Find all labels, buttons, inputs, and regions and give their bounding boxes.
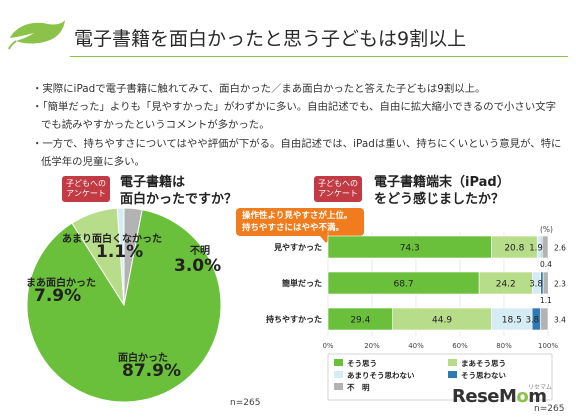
title-divider bbox=[70, 56, 568, 57]
bar-value-label: 68.7 bbox=[394, 280, 414, 290]
bar-value-label: 20.8 bbox=[504, 244, 524, 254]
pie-slice-omoshirokatta bbox=[26, 209, 222, 403]
bar-tick-label: 20% bbox=[364, 342, 380, 350]
summary-bullets: ・実際にiPadで電子書籍に触れてみて、面白かった／まあ面白かったと答えた子ども… bbox=[32, 80, 562, 171]
bar-value-label: 0.4 bbox=[540, 260, 552, 269]
badge-text-right: 子どもへの アンケート bbox=[318, 179, 358, 198]
bar-tick-label: 80% bbox=[496, 342, 512, 350]
bar-value-label: 18.5 bbox=[502, 316, 522, 326]
bar-segment bbox=[541, 235, 549, 259]
bar-unit-label: (%) bbox=[540, 225, 553, 234]
pie-label-4: 不明 bbox=[190, 246, 210, 257]
bar-legend-label: まあそう思う bbox=[461, 359, 506, 368]
bar-legend-swatch bbox=[334, 359, 343, 366]
bar-tick-label: 60% bbox=[452, 342, 468, 350]
bar-legend-swatch bbox=[448, 371, 457, 378]
survey-badge-right: 子どもへの アンケート bbox=[314, 176, 362, 202]
bar-segment bbox=[540, 307, 549, 331]
bar-value-label: 3.8 bbox=[526, 316, 540, 326]
pie-value-2: 7.9% bbox=[34, 286, 82, 306]
bar-value-label: 29.4 bbox=[350, 316, 370, 326]
pie-label-1: 面白かった bbox=[118, 353, 168, 364]
bar-value-label: 1.1 bbox=[540, 296, 552, 305]
title-bar: 電子書籍を面白かったと思う子どもは9割以上 bbox=[0, 0, 576, 64]
bar-category-label: 持ちやすかった bbox=[266, 314, 322, 324]
bullet-3: ・一方で、持ちやすさについてはやや評価が下がる。自由記述では、iPadは重い、持… bbox=[32, 137, 562, 168]
bar-legend-swatch bbox=[334, 383, 343, 390]
bullet-1: ・実際にiPadで電子書籍に触れてみて、面白かった／まあ面白かったと答えた子ども… bbox=[32, 83, 486, 95]
bar-value-label: 74.3 bbox=[400, 244, 420, 254]
pie-sample-size: n=265 bbox=[230, 398, 261, 408]
bar-value-label: 1.9 bbox=[529, 244, 543, 254]
callout-note: 操作性より見やすさが上位。持ちやすさにはやや不満。 bbox=[236, 208, 364, 243]
pie-value-3: 1.1% bbox=[96, 242, 144, 262]
page-title: 電子書籍を面白かったと思う子どもは9割以上 bbox=[74, 28, 467, 50]
bar-legend-label: そう思う bbox=[347, 359, 377, 368]
bar-category-label: 簡単だった bbox=[282, 278, 322, 288]
bar-value-label: 3.4 bbox=[554, 316, 566, 325]
bar-question-title: 電子書籍端末（iPad） をどう感じましたか？ bbox=[374, 175, 510, 207]
pie-question-title: 電子書籍は 面白かったですか？ bbox=[120, 175, 238, 207]
bar-tick-label: 40% bbox=[408, 342, 424, 350]
bar-segment bbox=[542, 271, 549, 295]
bar-tick-label: 100% bbox=[538, 342, 558, 350]
bar-legend-swatch bbox=[334, 371, 343, 378]
badge-text-left: 子どもへの アンケート bbox=[66, 179, 106, 198]
bar-value-label: 24.2 bbox=[496, 280, 516, 290]
pie-value-4: 3.0% bbox=[174, 256, 222, 276]
leaf-icon bbox=[8, 20, 65, 50]
bar-legend-label: そう思わない bbox=[461, 371, 506, 380]
bar-value-label: 2.3 bbox=[554, 280, 566, 289]
pie-value-1: 87.9% bbox=[122, 361, 181, 381]
survey-badge-left: 子どもへの アンケート bbox=[62, 176, 110, 202]
bar-tick-label: 0% bbox=[322, 342, 333, 350]
bullet-2: ・「簡単だった」よりも「見やすかった」がわずかに多い。自由記述でも、自由に拡大縮… bbox=[32, 101, 556, 132]
bar-legend-label: 不 明 bbox=[347, 383, 370, 392]
resemom-logo: ReseMom bbox=[452, 386, 547, 407]
resemom-logo-sub: リセマム bbox=[528, 384, 553, 391]
pie-label-3: あまり面白くなかった bbox=[62, 234, 162, 245]
bar-legend-label: あまりそう思わない bbox=[347, 371, 415, 380]
pie-label-2: まあ面白かった bbox=[26, 278, 96, 289]
bar-value-label: 3.8 bbox=[529, 280, 543, 290]
bar-value-label: 44.9 bbox=[432, 316, 452, 326]
bar-sample-size: n=265 bbox=[534, 404, 565, 414]
bar-legend-box bbox=[327, 353, 553, 401]
bar-legend-swatch bbox=[448, 359, 457, 366]
bar-category-label: 見やすかった bbox=[273, 242, 322, 252]
bar-value-label: 2.6 bbox=[554, 244, 566, 253]
pie-slice-amari bbox=[116, 207, 125, 306]
